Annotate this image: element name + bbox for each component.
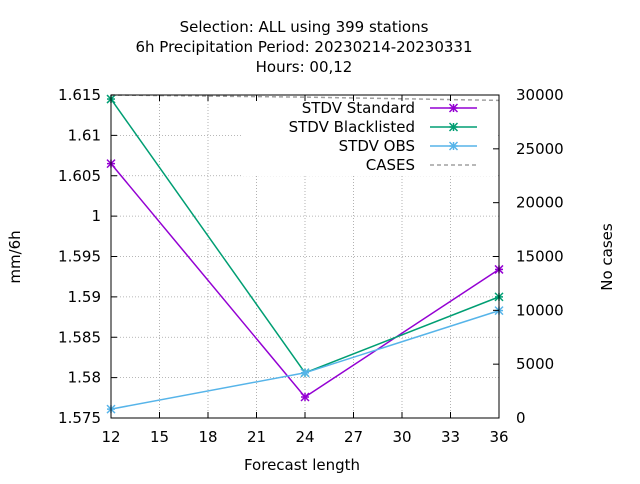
y-axis-label: mm/6h xyxy=(6,230,24,283)
legend-marker-0 xyxy=(448,103,459,113)
y-tick-label: 1.58 xyxy=(68,369,101,387)
y2-tick-label: 20000 xyxy=(516,194,564,212)
legend-marker-2 xyxy=(448,141,459,151)
y-tick-label: 1.61 xyxy=(68,126,101,144)
legend-label-0: STDV Standard xyxy=(302,99,415,117)
y-tick-label: 1.59 xyxy=(68,288,101,306)
x-tick-label: 33 xyxy=(441,428,460,446)
x-tick-label: 36 xyxy=(489,428,508,446)
legend-marker-1 xyxy=(448,122,459,132)
y-tick-label: 1.595 xyxy=(58,248,101,266)
data-point-2 xyxy=(300,368,310,378)
y2-tick-label: 30000 xyxy=(516,86,564,104)
x-axis-label: Forecast length xyxy=(244,456,360,474)
x-tick-label: 30 xyxy=(392,428,411,446)
x-tick-label: 12 xyxy=(101,428,120,446)
y2-axis-label: No cases xyxy=(598,223,616,291)
chart-title-line-3: Hours: 00,12 xyxy=(256,58,353,76)
series-line-3 xyxy=(110,94,500,102)
y2-tick-label: 0 xyxy=(516,409,526,427)
y-tick-label: 1 xyxy=(91,207,101,225)
legend-label-3: CASES xyxy=(366,156,415,174)
data-point-0 xyxy=(300,392,310,402)
x-tick-label: 18 xyxy=(198,428,217,446)
x-tick-label: 24 xyxy=(295,428,314,446)
y-tick-label: 1.585 xyxy=(58,328,101,346)
y2-tick-label: 5000 xyxy=(516,355,554,373)
x-tick-label: 15 xyxy=(150,428,169,446)
chart-title-line-1: Selection: ALL using 399 stations xyxy=(180,18,429,36)
y2-tick-label: 10000 xyxy=(516,301,564,319)
legend-label-2: STDV OBS xyxy=(339,137,415,155)
y-tick-label: 1.575 xyxy=(58,409,101,427)
y2-tick-label: 25000 xyxy=(516,140,564,158)
chart-title-line-2: 6h Precipitation Period: 20230214-202303… xyxy=(135,38,472,56)
y-tick-label: 1.605 xyxy=(58,167,101,185)
y2-tick-label: 15000 xyxy=(516,248,564,266)
x-tick-label: 27 xyxy=(344,428,363,446)
legend-label-1: STDV Blacklisted xyxy=(289,118,415,136)
y-tick-label: 1.615 xyxy=(58,86,101,104)
ticks-layer: 12 15 18 21 24 27 30 33 36 1.575 1.58 1.585 1.59 1.59… xyxy=(58,86,564,446)
x-tick-label: 21 xyxy=(247,428,266,446)
